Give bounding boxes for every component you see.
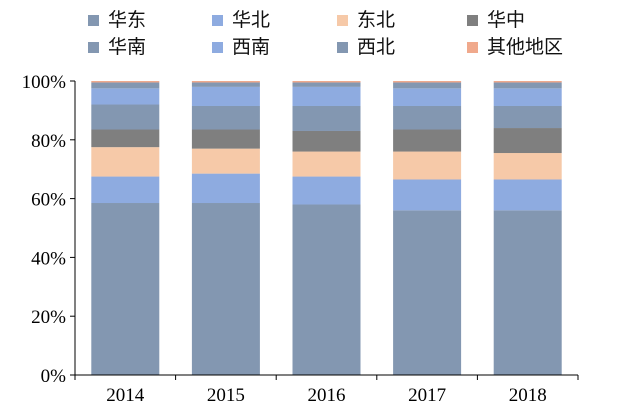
bar-2016-series-5	[292, 86, 361, 106]
bar-2017-series-3	[393, 129, 462, 152]
bar-2015-series-6	[191, 82, 260, 87]
legend-swatch	[467, 41, 478, 53]
bar-2015-series-4	[191, 105, 260, 130]
bar-2018-series-1	[493, 179, 562, 211]
bar-2014-series-1	[91, 176, 160, 204]
bar-2017-series-6	[393, 82, 462, 89]
legend-item: 西南	[212, 35, 270, 59]
legend-label: 东北	[357, 9, 396, 31]
bar-2018-series-0	[493, 210, 562, 375]
bar-2018-series-3	[493, 128, 562, 154]
bar-2016-series-6	[292, 82, 361, 87]
bar-2018-series-2	[493, 153, 562, 180]
legend-item: 华北	[212, 8, 270, 32]
bar-2017-series-1	[393, 179, 462, 211]
bar-2015-series-7	[191, 81, 260, 83]
legend-swatch	[88, 41, 99, 53]
bar-2018-series-7	[493, 81, 562, 83]
bar-2014-series-3	[91, 129, 160, 148]
legend-label: 西南	[232, 36, 271, 58]
legend-item: 东北	[337, 8, 395, 32]
legend-label: 其他地区	[487, 36, 564, 58]
bar-2018-series-5	[493, 88, 562, 106]
bar-2014-series-0	[91, 203, 160, 375]
y-tick-label: 20%	[31, 307, 66, 328]
legend-item: 西北	[337, 35, 395, 59]
bar-2015-series-1	[191, 173, 260, 204]
bar-2016-series-3	[292, 130, 361, 152]
bar-2016-series-1	[292, 176, 361, 205]
bar-2015-series-3	[191, 129, 260, 149]
bar-2016-series-2	[292, 151, 361, 177]
x-tick-label: 2017	[408, 385, 446, 406]
bar-2017-series-2	[393, 151, 462, 180]
bar-2016-series-4	[292, 105, 361, 131]
bar-2014-series-4	[91, 104, 160, 130]
bar-2014-series-7	[91, 81, 160, 83]
legend-label: 华南	[108, 36, 147, 58]
bar-2017-series-5	[393, 88, 462, 106]
legend-swatch	[88, 14, 99, 26]
legend: 华东 华北 东北 华中华南 西南 西北 其他地区	[0, 0, 620, 70]
bar-2014-series-6	[91, 82, 160, 89]
x-tick-label: 2014	[106, 385, 145, 406]
bar-2014-series-2	[91, 147, 160, 177]
bar-2017-series-7	[393, 81, 462, 83]
bar-2018-series-4	[493, 105, 562, 129]
x-tick-label: 2016	[308, 385, 346, 406]
legend-swatch	[467, 14, 478, 26]
bar-2016-series-7	[292, 81, 361, 83]
legend-label: 华东	[108, 9, 147, 31]
legend-swatch	[212, 14, 223, 26]
legend-item: 华中	[467, 8, 525, 32]
legend-item: 华南	[88, 35, 146, 59]
y-tick-label: 60%	[31, 190, 66, 211]
bar-2017-series-0	[393, 210, 462, 375]
legend-label: 华北	[232, 9, 271, 31]
x-tick-label: 2018	[509, 385, 547, 406]
bar-2014-series-5	[91, 88, 160, 105]
y-tick-label: 100%	[22, 72, 67, 93]
x-tick-label: 2015	[207, 385, 245, 406]
legend-label: 西北	[357, 36, 396, 58]
legend-swatch	[337, 41, 348, 53]
legend-swatch	[212, 41, 223, 53]
bar-2015-series-2	[191, 148, 260, 174]
y-tick-label: 80%	[31, 131, 66, 152]
legend-item: 其他地区	[467, 35, 563, 59]
legend-label: 华中	[487, 9, 526, 31]
y-tick-label: 0%	[41, 366, 67, 387]
legend-item: 华东	[88, 8, 146, 32]
bar-2018-series-6	[493, 82, 562, 89]
bar-2015-series-0	[191, 203, 260, 375]
bar-2015-series-5	[191, 86, 260, 106]
legend-swatch	[337, 14, 348, 26]
bar-2016-series-0	[292, 204, 361, 375]
y-tick-label: 40%	[31, 248, 66, 269]
bar-2017-series-4	[393, 105, 462, 130]
